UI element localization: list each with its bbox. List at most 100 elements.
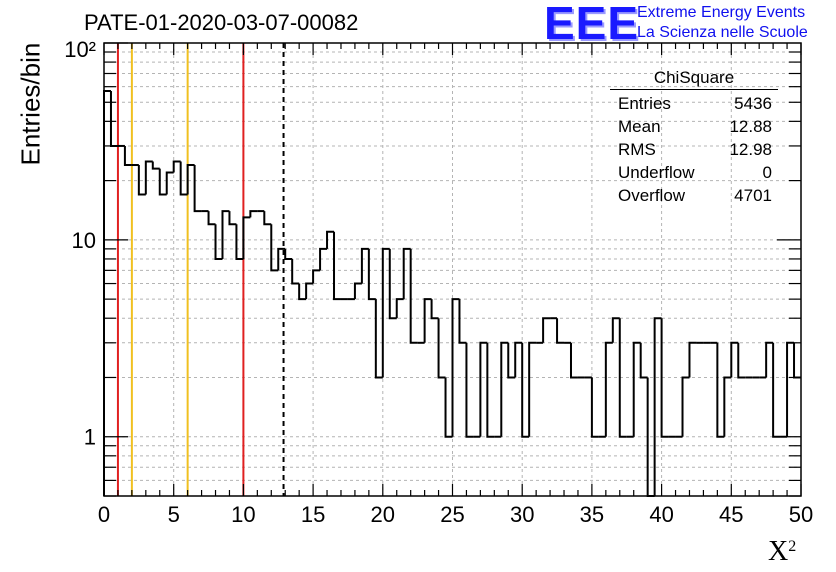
x-tick-label: 20	[371, 502, 395, 527]
stats-box: ChiSquare Entries 5436 Mean 12.88 RMS 12.98…	[610, 68, 778, 207]
histogram-bin	[172, 160, 181, 173]
axis-tick-labels: 0 5 10 15 20 25 30 35 40 45 50 1 10 10²	[64, 37, 813, 527]
histogram-bin	[688, 341, 697, 378]
histogram-bin	[165, 171, 174, 195]
histogram-bin	[326, 230, 335, 249]
histogram-bin	[451, 298, 460, 437]
x-tick-label: 45	[719, 502, 743, 527]
histogram-bin	[500, 341, 509, 437]
x-tick-label: 50	[789, 502, 813, 527]
y-tick-label: 1	[84, 425, 96, 450]
histogram-bin	[528, 341, 537, 437]
y-axis-label: Entries/bin	[15, 42, 46, 166]
histogram-bin	[144, 160, 153, 195]
histogram-bin	[409, 248, 418, 344]
eee-logo: EEE	[544, 0, 640, 49]
histogram-bin	[193, 165, 202, 213]
histogram-bin	[716, 342, 725, 438]
histogram-bin	[395, 298, 404, 319]
histogram-bin	[270, 224, 279, 272]
histogram-bin	[430, 299, 439, 320]
histogram-bin	[305, 282, 314, 300]
histogram-bin	[312, 269, 321, 284]
stats-label: Underflow	[618, 163, 695, 182]
histogram-bin	[158, 168, 167, 196]
histogram-bin	[730, 341, 739, 378]
histogram-bin	[737, 342, 746, 379]
x-tick-label: 10	[231, 502, 255, 527]
histogram-bin	[521, 342, 530, 438]
histogram-bin	[514, 341, 523, 378]
stats-value: 0	[762, 163, 772, 182]
histogram-bin	[235, 224, 244, 260]
histogram-bin	[221, 210, 230, 259]
histogram-bin	[507, 342, 516, 379]
histogram-bin	[423, 298, 432, 343]
stats-label: Mean	[618, 117, 661, 136]
histogram-bin	[228, 211, 237, 226]
histogram-bin	[653, 317, 662, 496]
x-axis-label-exponent: 2	[788, 538, 797, 555]
x-axis-label-base: X	[768, 536, 789, 567]
histogram-bin	[444, 377, 453, 438]
histogram-bin	[723, 376, 732, 437]
x-tick-label: 30	[510, 502, 534, 527]
stats-value: 4701	[734, 186, 772, 205]
histogram-bin	[793, 342, 801, 379]
x-tick-label: 15	[301, 502, 325, 527]
chart-title: PATE-01-2020-03-07-00082	[84, 10, 359, 35]
stats-label: RMS	[618, 140, 656, 159]
histogram-bin	[109, 91, 118, 147]
histogram-bin	[214, 224, 223, 260]
histogram-bin	[242, 216, 251, 259]
histogram-bin	[284, 248, 293, 260]
histogram-bin	[207, 211, 216, 226]
histogram-bin	[465, 342, 474, 438]
histogram-bin	[319, 247, 328, 271]
histogram-bin	[137, 165, 146, 196]
histogram-bin	[772, 342, 781, 438]
histogram-bin	[786, 341, 795, 437]
stats-row: Mean 12.88	[610, 115, 778, 138]
histogram-bin	[333, 231, 341, 301]
histogram-bin	[660, 318, 669, 438]
histogram-bin	[388, 248, 397, 320]
histogram-bin	[360, 247, 369, 284]
histogram-bin	[556, 318, 565, 344]
x-tick-label: 5	[168, 502, 180, 527]
histogram-bin	[639, 342, 648, 379]
x-tick-label: 25	[440, 502, 464, 527]
histogram-bin	[298, 283, 307, 301]
x-axis-label: X2	[768, 536, 796, 568]
org-name-line1: Extreme Energy Events	[637, 4, 806, 21]
x-tick-label: 0	[98, 502, 110, 527]
histogram-bin	[479, 341, 488, 437]
stats-row: RMS 12.98	[610, 138, 778, 161]
stats-label: Overflow	[618, 186, 686, 205]
histogram-bin	[249, 210, 258, 218]
histogram-bin	[402, 247, 411, 300]
histogram-bin	[291, 258, 300, 285]
org-name-line2: La Scienza nelle Scuole	[637, 24, 808, 41]
histogram-bin	[681, 376, 690, 437]
histogram-bin	[611, 317, 620, 343]
histogram-bin	[542, 317, 551, 343]
histogram-bin	[437, 318, 446, 379]
histogram-bin	[569, 342, 578, 379]
stats-value: 12.88	[729, 117, 772, 136]
stats-row: Underflow 0	[610, 161, 778, 184]
histogram-bin	[367, 248, 376, 301]
histogram-bin	[765, 341, 774, 378]
histogram-bin	[374, 299, 383, 379]
histogram-bin	[618, 318, 627, 438]
axis-ticks	[103, 42, 802, 497]
histogram-bin	[186, 164, 195, 195]
histogram-bin	[604, 341, 613, 437]
y-tick-label: 10²	[64, 37, 96, 62]
stats-title: ChiSquare	[610, 68, 778, 90]
stats-value: 5436	[734, 94, 772, 113]
y-tick-label: 10	[72, 228, 96, 253]
x-tick-label: 35	[580, 502, 604, 527]
histogram-bin	[179, 161, 188, 196]
histogram-bin	[486, 342, 495, 438]
